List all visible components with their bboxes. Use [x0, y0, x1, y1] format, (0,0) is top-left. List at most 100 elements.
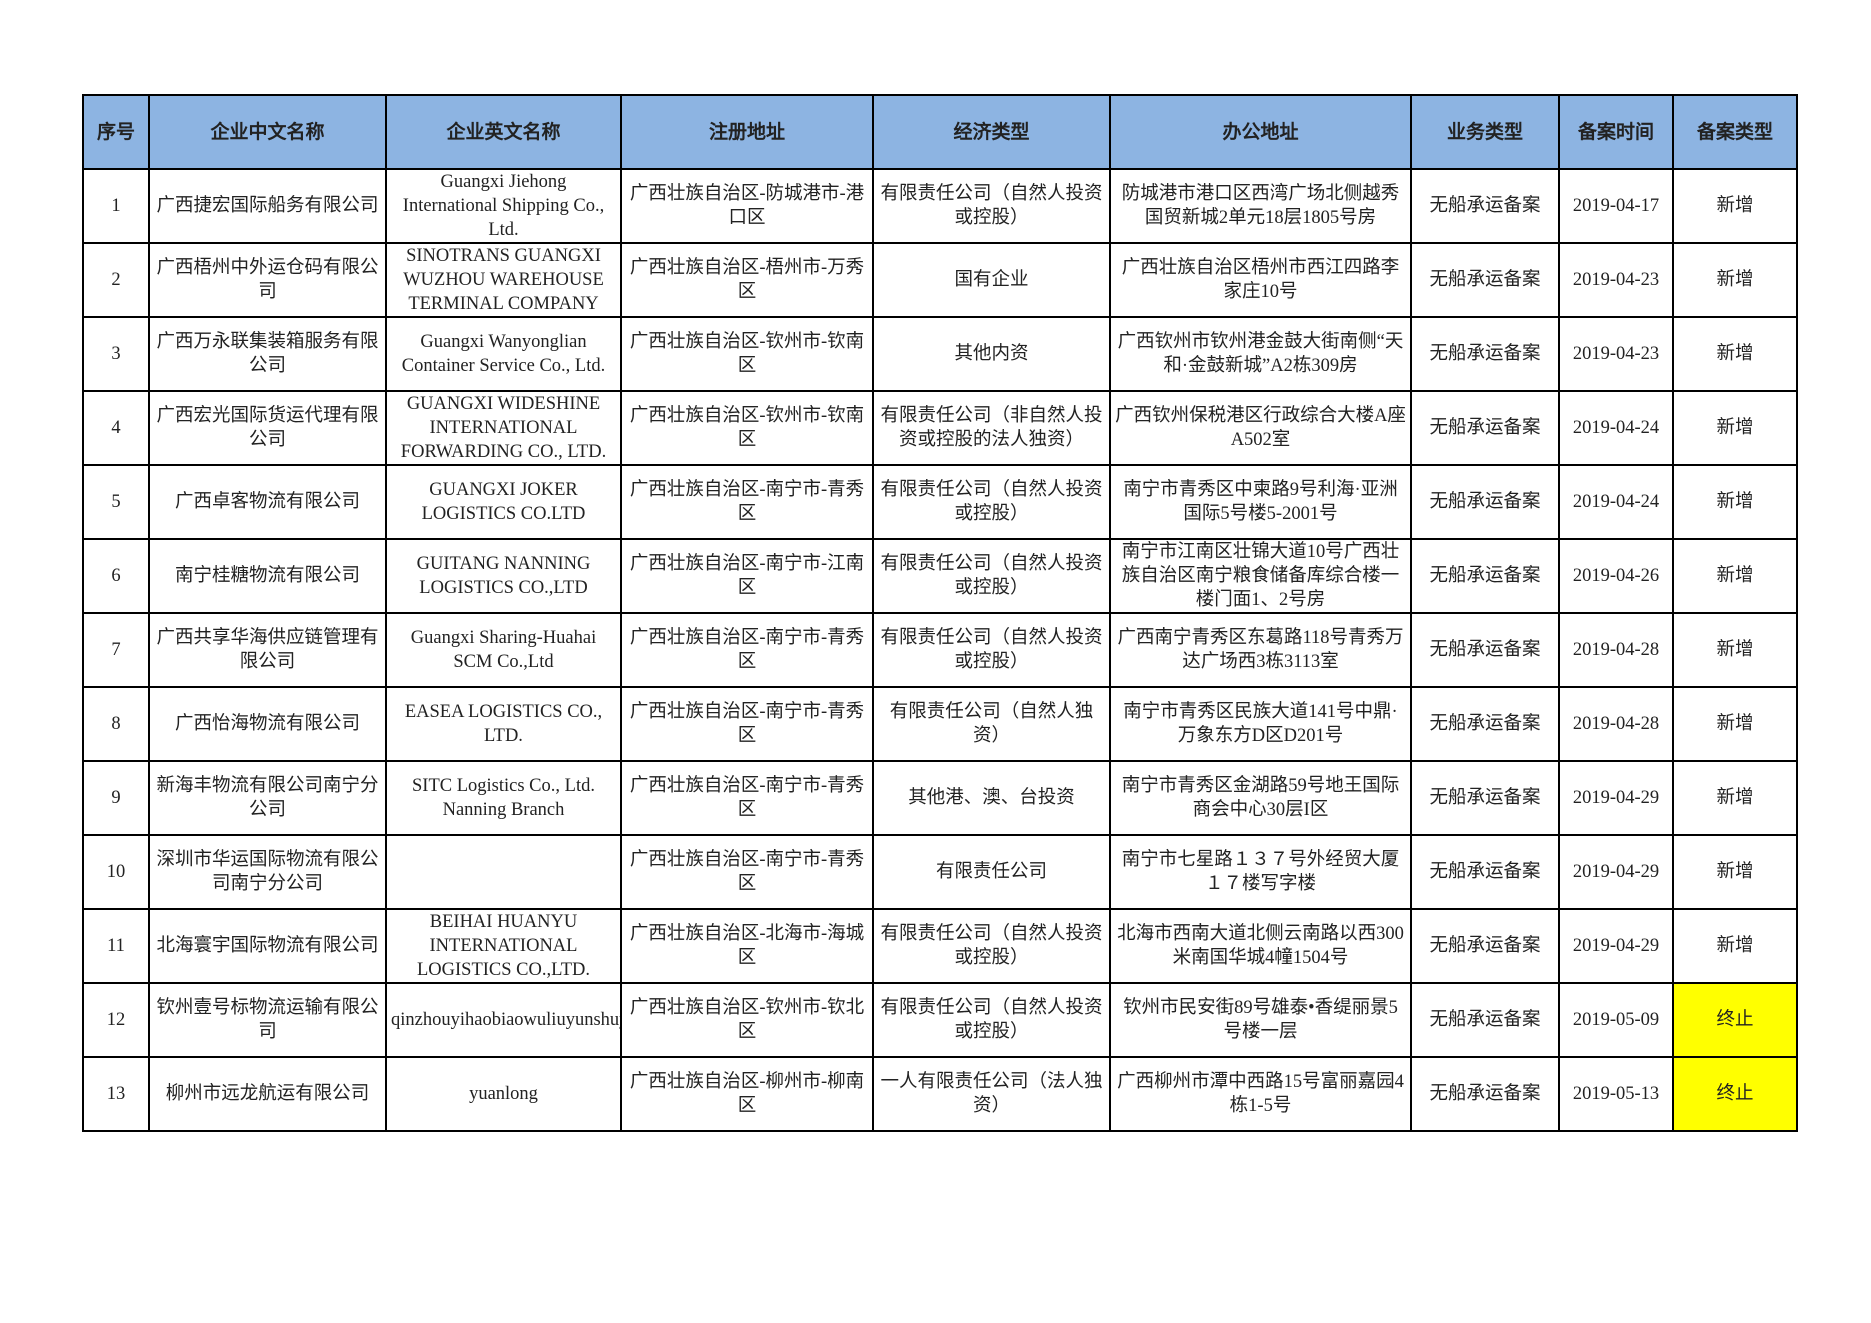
cell-filing-date: 2019-04-17 [1558, 168, 1674, 244]
cell-cn-name: 广西梧州中外运仓码有限公司 [148, 242, 387, 318]
cell-business-type: 无船承运备案 [1410, 316, 1560, 392]
cell-cn-name: 广西宏光国际货运代理有限公司 [148, 390, 387, 466]
cell-en-name: yuanlong [385, 1056, 622, 1132]
cell-filing-type: 新增 [1672, 390, 1798, 466]
cell-filing-date: 2019-04-24 [1558, 464, 1674, 540]
cell-reg-address: 广西壮族自治区-防城港市-港口区 [620, 168, 874, 244]
cell-econ-type: 有限责任公司（自然人独资） [872, 686, 1111, 762]
cell-econ-type: 一人有限责任公司（法人独资） [872, 1056, 1111, 1132]
cell-office-address: 广西钦州保税港区行政综合大楼A座A502室 [1109, 390, 1412, 466]
cell-en-name: BEIHAI HUANYU INTERNATIONAL LOGISTICS CO… [385, 908, 622, 984]
cell-filing-type: 新增 [1672, 464, 1798, 540]
cell-filing-type: 新增 [1672, 908, 1798, 984]
filing-table: 序号 企业中文名称 企业英文名称 注册地址 经济类型 办公地址 业务类型 备案时… [82, 94, 1798, 1132]
cell-econ-type: 有限责任公司（自然人投资或控股） [872, 538, 1111, 614]
table-row: 3 广西万永联集装箱服务有限公司 Guangxi Wanyonglian Conta… [82, 316, 1798, 392]
cell-cn-name: 北海寰宇国际物流有限公司 [148, 908, 387, 984]
cell-reg-address: 广西壮族自治区-南宁市-江南区 [620, 538, 874, 614]
cell-filing-date: 2019-04-24 [1558, 390, 1674, 466]
cell-business-type: 无船承运备案 [1410, 168, 1560, 244]
header-filing-type: 备案类型 [1672, 94, 1798, 170]
cell-econ-type: 有限责任公司（自然人投资或控股） [872, 612, 1111, 688]
cell-business-type: 无船承运备案 [1410, 612, 1560, 688]
cell-filing-type: 新增 [1672, 612, 1798, 688]
cell-reg-address: 广西壮族自治区-钦州市-钦北区 [620, 982, 874, 1058]
cell-econ-type: 国有企业 [872, 242, 1111, 318]
cell-reg-address: 广西壮族自治区-南宁市-青秀区 [620, 464, 874, 540]
cell-row-index: 9 [82, 760, 150, 836]
cell-business-type: 无船承运备案 [1410, 390, 1560, 466]
cell-reg-address: 广西壮族自治区-梧州市-万秀区 [620, 242, 874, 318]
cell-cn-name: 深圳市华运国际物流有限公司南宁分公司 [148, 834, 387, 910]
cell-office-address: 南宁市江南区壮锦大道10号广西壮族自治区南宁粮食储备库综合楼一楼门面1、2号房 [1109, 538, 1412, 614]
cell-business-type: 无船承运备案 [1410, 760, 1560, 836]
cell-reg-address: 广西壮族自治区-南宁市-青秀区 [620, 834, 874, 910]
table-row: 4 广西宏光国际货运代理有限公司 GUANGXI WIDESHINE INTERNA… [82, 390, 1798, 466]
cell-office-address: 南宁市青秀区金湖路59号地王国际商会中心30层I区 [1109, 760, 1412, 836]
cell-filing-date: 2019-04-23 [1558, 316, 1674, 392]
cell-filing-date: 2019-04-23 [1558, 242, 1674, 318]
cell-filing-type: 终止 [1672, 1056, 1798, 1132]
cell-reg-address: 广西壮族自治区-南宁市-青秀区 [620, 686, 874, 762]
cell-reg-address: 广西壮族自治区-南宁市-青秀区 [620, 760, 874, 836]
cell-cn-name: 新海丰物流有限公司南宁分公司 [148, 760, 387, 836]
cell-filing-type: 新增 [1672, 168, 1798, 244]
cell-filing-date: 2019-05-09 [1558, 982, 1674, 1058]
cell-filing-date: 2019-04-29 [1558, 908, 1674, 984]
cell-cn-name: 广西共享华海供应链管理有限公司 [148, 612, 387, 688]
table-row: 7 广西共享华海供应链管理有限公司 Guangxi Sharing-Huahai S… [82, 612, 1798, 688]
header-filing-date: 备案时间 [1558, 94, 1674, 170]
cell-cn-name: 广西捷宏国际船务有限公司 [148, 168, 387, 244]
cell-en-name: SINOTRANS GUANGXI WUZHOU WAREHOUSE TERMI… [385, 242, 622, 318]
cell-en-name [385, 834, 622, 910]
table-row: 11 北海寰宇国际物流有限公司 BEIHAI HUANYU INTERNATIONA… [82, 908, 1798, 984]
table-row: 13 柳州市远龙航运有限公司 yuanlong 广西壮族自治区-柳州市-柳南区 一人有限… [82, 1056, 1798, 1132]
cell-filing-date: 2019-04-28 [1558, 686, 1674, 762]
cell-econ-type: 有限责任公司 [872, 834, 1111, 910]
cell-row-index: 1 [82, 168, 150, 244]
cell-cn-name: 广西万永联集装箱服务有限公司 [148, 316, 387, 392]
table-row: 12 钦州壹号标物流运输有限公司 qinzhouyihaobiaowuliuyuns… [82, 982, 1798, 1058]
cell-business-type: 无船承运备案 [1410, 908, 1560, 984]
cell-reg-address: 广西壮族自治区-柳州市-柳南区 [620, 1056, 874, 1132]
table-row: 6 南宁桂糖物流有限公司 GUITANG NANNING LOGISTICS CO.… [82, 538, 1798, 614]
cell-econ-type: 其他港、澳、台投资 [872, 760, 1111, 836]
table-row: 5 广西卓客物流有限公司 GUANGXI JOKER LOGISTICS CO.LT… [82, 464, 1798, 540]
cell-econ-type: 有限责任公司（自然人投资或控股） [872, 464, 1111, 540]
header-cn-name: 企业中文名称 [148, 94, 387, 170]
cell-filing-type: 新增 [1672, 686, 1798, 762]
cell-reg-address: 广西壮族自治区-钦州市-钦南区 [620, 390, 874, 466]
cell-row-index: 7 [82, 612, 150, 688]
cell-cn-name: 广西怡海物流有限公司 [148, 686, 387, 762]
cell-row-index: 3 [82, 316, 150, 392]
cell-en-name: EASEA LOGISTICS CO., LTD. [385, 686, 622, 762]
cell-filing-type: 新增 [1672, 316, 1798, 392]
header-reg-address: 注册地址 [620, 94, 874, 170]
cell-econ-type: 有限责任公司（自然人投资或控股） [872, 982, 1111, 1058]
cell-econ-type: 有限责任公司（自然人投资或控股） [872, 908, 1111, 984]
table-row: 10 深圳市华运国际物流有限公司南宁分公司 广西壮族自治区-南宁市-青秀区 有限责任公… [82, 834, 1798, 910]
cell-cn-name: 柳州市远龙航运有限公司 [148, 1056, 387, 1132]
cell-row-index: 11 [82, 908, 150, 984]
cell-row-index: 5 [82, 464, 150, 540]
cell-econ-type: 有限责任公司（非自然人投资或控股的法人独资） [872, 390, 1111, 466]
cell-business-type: 无船承运备案 [1410, 982, 1560, 1058]
cell-row-index: 10 [82, 834, 150, 910]
table-row: 9 新海丰物流有限公司南宁分公司 SITC Logistics Co., Ltd. … [82, 760, 1798, 836]
cell-en-name: Guangxi Wanyonglian Container Service Co… [385, 316, 622, 392]
cell-office-address: 南宁市青秀区中柬路9号利海·亚洲国际5号楼5-2001号 [1109, 464, 1412, 540]
cell-office-address: 南宁市七星路１３７号外经贸大厦１７楼写字楼 [1109, 834, 1412, 910]
table-body: 1 广西捷宏国际船务有限公司 Guangxi Jiehong Internation… [82, 168, 1798, 1132]
cell-business-type: 无船承运备案 [1410, 538, 1560, 614]
header-en-name: 企业英文名称 [385, 94, 622, 170]
cell-cn-name: 广西卓客物流有限公司 [148, 464, 387, 540]
cell-office-address: 广西壮族自治区梧州市西江四路李家庄10号 [1109, 242, 1412, 318]
cell-row-index: 4 [82, 390, 150, 466]
cell-business-type: 无船承运备案 [1410, 242, 1560, 318]
cell-en-name: GUANGXI WIDESHINE INTERNATIONAL FORWARDI… [385, 390, 622, 466]
cell-en-name: Guangxi Jiehong International Shipping C… [385, 168, 622, 244]
header-index: 序号 [82, 94, 150, 170]
cell-econ-type: 其他内资 [872, 316, 1111, 392]
cell-office-address: 广西南宁青秀区东葛路118号青秀万达广场西3栋3113室 [1109, 612, 1412, 688]
cell-filing-date: 2019-04-29 [1558, 834, 1674, 910]
